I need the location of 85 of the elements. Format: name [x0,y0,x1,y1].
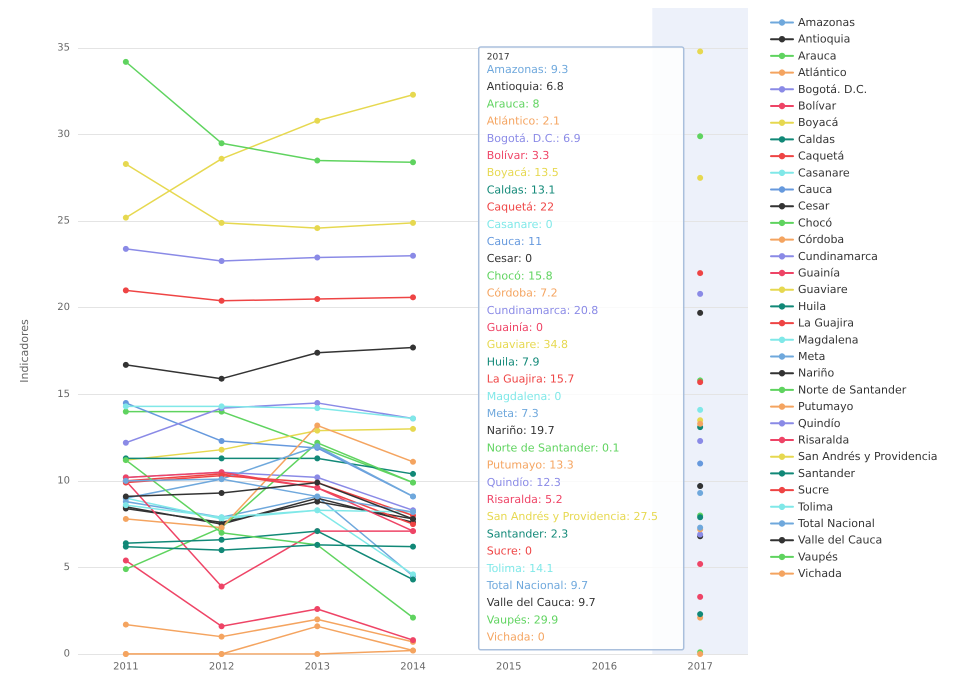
legend-label: Risaralda [798,434,850,446]
annotation: Vichada: 0 [486,630,545,644]
annotation: Santander: 2.3 [486,527,568,540]
y-tick-label: 15 [57,388,70,400]
legend-label: Meta [798,350,826,363]
y-axis-title: Indicadores [18,318,31,383]
annotation: Putumayo: 13.3 [486,458,574,472]
annotation: Caldas: 13.1 [486,183,556,196]
y-tick-label: 25 [57,216,70,227]
legend-label: Putumayo [798,400,854,414]
legend-label: Amazonas [798,16,856,29]
annotation: Magdalena: 0 [486,390,562,403]
annotation: Boyacá: 13.5 [486,166,559,180]
annotation: Guaviare: 34.8 [486,338,568,352]
annotation: Sucre: 0 [486,544,532,558]
legend-label: Total Nacional [797,517,875,530]
legend-label: Caquetá [798,150,844,163]
legend-label: Boyacá [798,116,838,130]
legend-label: Santander [798,466,856,480]
annotation: Valle del Cauca: 9.7 [486,596,596,610]
annotation: 2017 [486,52,510,62]
legend-label: San Andrés y Providencia [798,450,938,464]
y-tick-label: 35 [57,42,70,54]
legend-label: Arauca [798,49,837,62]
x-tick-label: 2011 [113,662,139,672]
annotation: Bogotá. D.C.: 6.9 [486,132,581,145]
annotation: Cauca: 11 [486,235,542,248]
annotation: Cundinamarca: 20.8 [486,304,598,317]
legend-label: Cauca [798,183,832,196]
annotation: Norte de Santander: 0.1 [486,441,620,454]
legend-label: Bogotá. D.C. [798,82,868,96]
y-tick-label: 0 [64,648,70,660]
legend-label: Atlántico [798,66,847,80]
legend-label: Vichada [798,567,842,580]
y-tick-label: 30 [57,129,70,140]
annotation: Tolima: 14.1 [486,562,554,575]
annotation: Huila: 7.9 [486,355,540,368]
legend-label: Tolima [797,500,834,514]
legend-label: Guainía [798,266,840,280]
annotation: Meta: 7.3 [486,407,539,420]
annotation: Antioquia: 6.8 [486,80,564,94]
legend-label: Vaupés [798,550,838,564]
x-tick-label: 2016 [592,662,618,672]
annotation: Total Nacional: 9.7 [486,579,588,592]
legend-label: Quindío [798,416,841,430]
legend-label: Bolívar [798,100,837,112]
annotation: Córdoba: 7.2 [486,286,558,300]
annotation: Amazonas: 9.3 [486,63,568,76]
legend-label: Magdalena [798,333,858,346]
annotation: Casanare: 0 [486,218,553,231]
legend-label: Sucre [798,484,830,497]
legend-label: La Guajira [798,316,854,330]
annotation: La Guajira: 15.7 [486,372,574,386]
annotation: Atlántico: 2.1 [486,114,560,128]
legend-label: Nariño [798,366,835,380]
legend-label: Cundinamarca [798,250,878,263]
y-tick-label: 5 [64,562,70,573]
annotation: Risaralda: 5.2 [486,493,563,506]
legend-label: Cesar [798,200,830,213]
annotation: Chocó: 15.8 [486,269,553,282]
annotation: Quindío: 12.3 [486,476,561,489]
annotation: Nariño: 19.7 [486,424,555,438]
legend-label: Chocó [798,216,832,230]
legend-label: Valle del Cauca [798,534,882,547]
x-tick-label: 2014 [400,662,426,672]
y-tick-label: 20 [57,302,70,314]
x-tick-label: 2012 [208,662,234,672]
x-tick-label: 2013 [304,662,330,672]
annotation: Guainía: 0 [486,321,543,334]
legend-label: Huila [798,300,826,313]
x-tick-label: 2017 [687,662,713,672]
legend-label: Antioquia [798,32,850,46]
legend-label: Córdoba [798,233,844,246]
annotation: Caquetá: 22 [486,200,554,214]
x-tick-label: 2015 [496,662,522,672]
legend-label: Norte de Santander [798,383,907,396]
legend-label: Casanare [798,166,850,180]
annotation: Bolívar: 3.3 [486,149,550,162]
annotation: Arauca: 8 [486,97,540,110]
y-tick-label: 10 [57,475,70,486]
annotation: Vaupés: 29.9 [486,613,558,626]
annotation: Cesar: 0 [486,252,532,266]
annotation: San Andrés y Providencia: 27.5 [486,510,658,524]
legend-label: Caldas [798,132,836,146]
legend-label: Guaviare [798,283,848,296]
